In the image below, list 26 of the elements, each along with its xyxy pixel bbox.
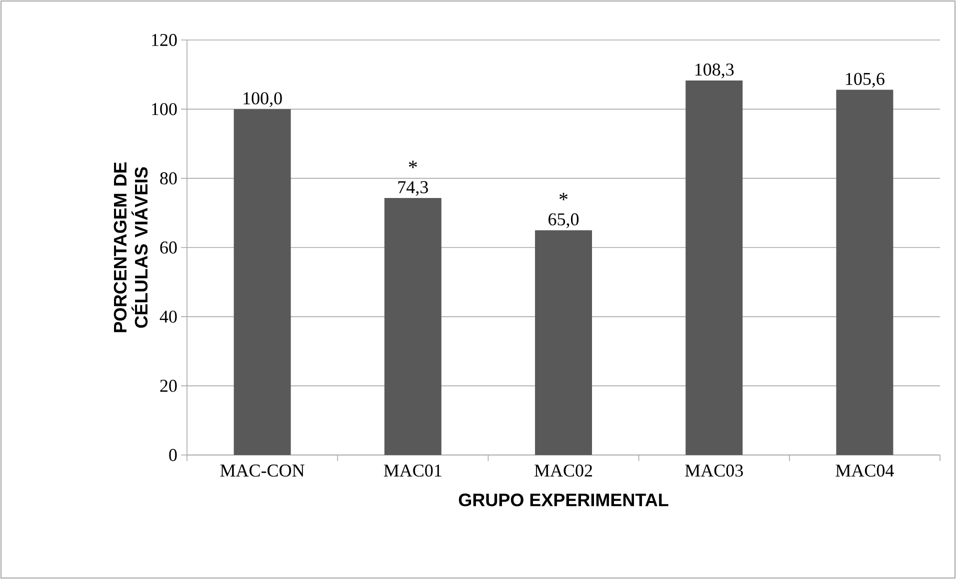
bar (384, 198, 442, 455)
y-tick-label: 20 (160, 380, 177, 392)
x-tick-label: MAC03 (685, 464, 743, 477)
y-tick-label: 80 (160, 172, 177, 184)
data-label: 100,0 (244, 92, 282, 107)
bar (686, 80, 743, 455)
data-label: 108,3 (695, 64, 734, 78)
x-tick-label: MAC01 (384, 464, 442, 477)
data-label: 105,6 (846, 72, 884, 88)
y-axis-title: PORCENTAGEM DE CÉLULAS VIÁVEIS (114, 162, 148, 332)
y-tick-label: 0 (169, 448, 177, 462)
bar (234, 109, 291, 455)
annotation: * (408, 160, 417, 168)
y-tick-label: 120 (152, 34, 177, 46)
x-tick-label: MAC-CON (220, 464, 304, 477)
data-label: 65,0 (548, 213, 579, 228)
x-tick-label: MAC02 (534, 464, 592, 477)
bar (535, 230, 592, 455)
y-tick-label: 40 (160, 310, 177, 323)
annotation: * (559, 192, 568, 200)
x-axis-title: GRUPO EXPERIMENTAL (458, 494, 668, 506)
y-tick-label: 60 (160, 241, 177, 254)
bar (836, 90, 894, 455)
y-tick-label: 100 (152, 103, 177, 116)
data-label: 74,3 (398, 181, 428, 196)
x-tick-label: MAC04 (836, 464, 894, 477)
